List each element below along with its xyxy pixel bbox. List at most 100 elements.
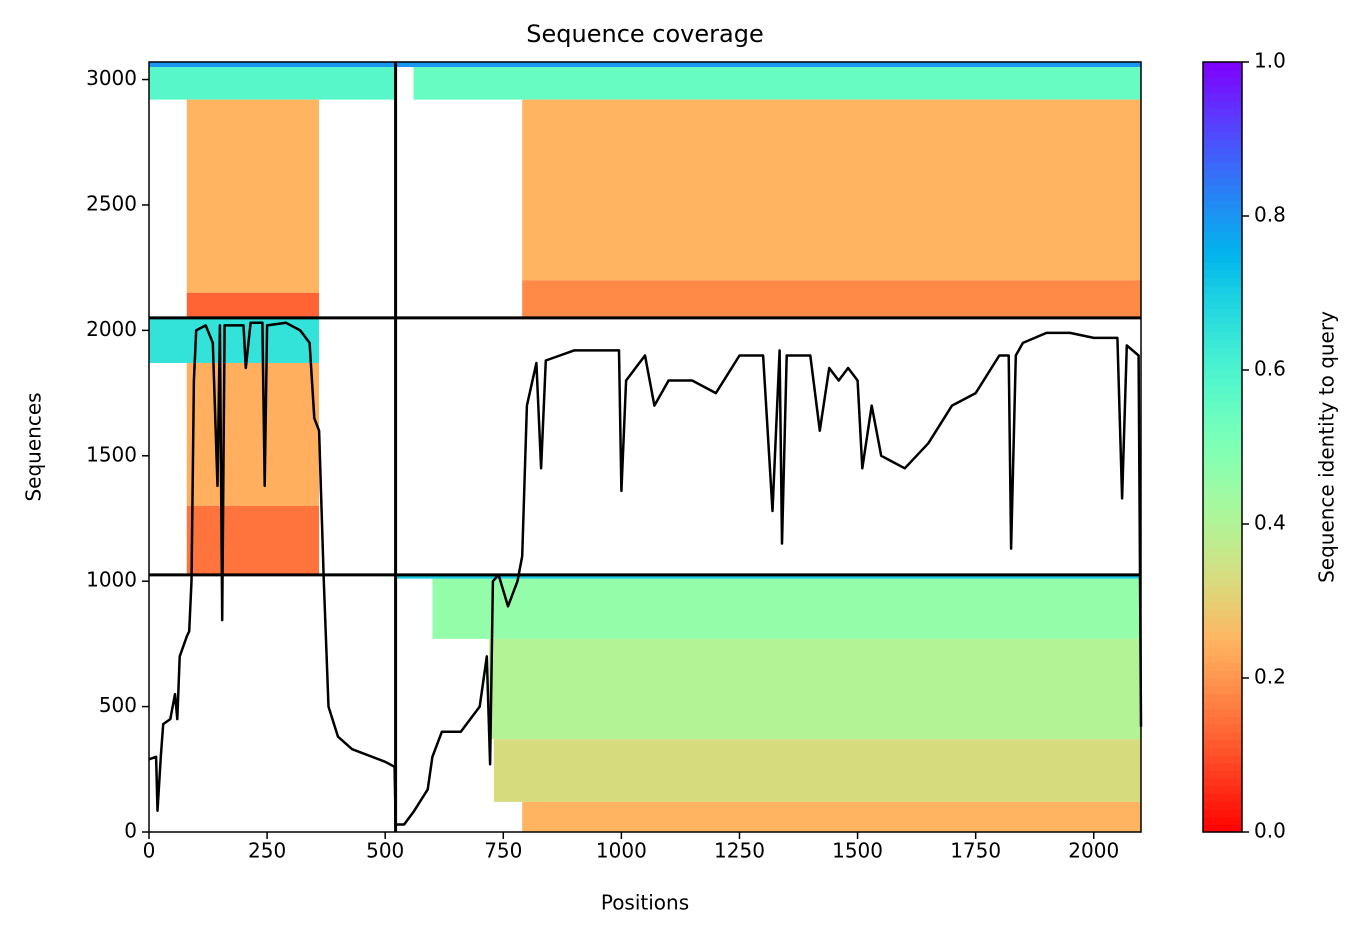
- colorbar-segment: [1203, 770, 1242, 779]
- coverage-block: [149, 67, 396, 100]
- x-tick-label: 1750: [950, 839, 1001, 863]
- y-tick-label: 2000: [86, 317, 137, 341]
- y-axis-label: Sequences: [22, 392, 46, 501]
- colorbar-segment: [1203, 123, 1242, 132]
- colorbar-segment: [1203, 816, 1242, 825]
- colorbar-tick-label: 0.4: [1254, 511, 1286, 535]
- colorbar-segment: [1203, 200, 1242, 209]
- colorbar-segment: [1203, 323, 1242, 333]
- colorbar-segment: [1203, 331, 1242, 340]
- colorbar-segment: [1203, 485, 1242, 494]
- colorbar-segment: [1203, 146, 1242, 155]
- colorbar-segment: [1203, 593, 1242, 602]
- x-tick-label: 1000: [596, 839, 647, 863]
- y-tick-label: 1000: [86, 568, 137, 592]
- x-tick-label: 500: [366, 839, 404, 863]
- colorbar-segment: [1203, 801, 1242, 810]
- colorbar-segment: [1203, 223, 1242, 232]
- colorbar-segment: [1203, 562, 1242, 571]
- colorbar-segment: [1203, 423, 1242, 433]
- colorbar-segment: [1203, 531, 1242, 540]
- colorbar-segment: [1203, 793, 1242, 802]
- colorbar-segment: [1203, 239, 1242, 248]
- colorbar-segment: [1203, 447, 1242, 456]
- colorbar-segment: [1203, 639, 1242, 648]
- colorbar-segment: [1203, 439, 1242, 448]
- colorbar-segment: [1203, 808, 1242, 818]
- colorbar-segment: [1203, 678, 1242, 687]
- colorbar-segment: [1203, 577, 1242, 587]
- colorbar-tick-label: 0.2: [1254, 665, 1286, 689]
- colorbar-segment: [1203, 385, 1242, 394]
- coverage-block: [522, 99, 1141, 281]
- coverage-block: [186, 292, 320, 318]
- coverage-block: [493, 739, 1141, 802]
- colorbar-segment: [1203, 115, 1242, 125]
- colorbar-segment: [1203, 524, 1242, 533]
- colorbar-segment: [1203, 85, 1242, 94]
- coverage-block: [522, 801, 1141, 832]
- colorbar-segment: [1203, 400, 1242, 410]
- colorbar-segment: [1203, 662, 1242, 671]
- colorbar-segment: [1203, 631, 1242, 641]
- colorbar-segment: [1203, 192, 1242, 202]
- coverage-block: [395, 574, 1141, 579]
- colorbar-segment: [1203, 162, 1242, 171]
- colorbar-segment: [1203, 508, 1242, 517]
- colorbar-segment: [1203, 778, 1242, 787]
- colorbar-segment: [1203, 516, 1242, 525]
- coverage-block: [186, 505, 320, 575]
- colorbar-segment: [1203, 362, 1242, 371]
- colorbar-segment: [1203, 216, 1242, 225]
- colorbar-segment: [1203, 100, 1242, 109]
- colorbar-segment: [1203, 462, 1242, 471]
- colorbar-segment: [1203, 254, 1242, 263]
- colorbar-segment: [1203, 77, 1242, 86]
- colorbar-segment: [1203, 269, 1242, 279]
- colorbar-segment: [1203, 570, 1242, 579]
- x-tick-label: 750: [484, 839, 522, 863]
- colorbar-frame: [1202, 61, 1243, 833]
- colorbar-segment: [1203, 547, 1242, 556]
- colorbar-segment: [1203, 554, 1242, 564]
- colorbar-segment: [1203, 716, 1242, 725]
- y-tick-label: 2500: [86, 191, 137, 215]
- colorbar-segment: [1203, 108, 1242, 117]
- colorbar-segment: [1203, 824, 1242, 833]
- colorbar-segment: [1203, 262, 1242, 271]
- colorbar-segment: [1203, 69, 1242, 78]
- y-tick-label: 0: [124, 819, 137, 843]
- colorbar-segment: [1203, 185, 1242, 194]
- colorbar-segment: [1203, 408, 1242, 417]
- coverage-line: [148, 321, 1143, 826]
- colorbar-segment: [1203, 92, 1242, 102]
- colorbar-tick-label: 1.0: [1254, 49, 1286, 73]
- colorbar-segment: [1203, 454, 1242, 463]
- colorbar-segment: [1203, 131, 1242, 140]
- coverage-block: [432, 578, 1141, 639]
- x-tick-label: 250: [248, 839, 286, 863]
- colorbar-tick-label: 0.6: [1254, 357, 1286, 381]
- colorbar-segment: [1203, 493, 1242, 502]
- colorbar-segment: [1203, 62, 1242, 71]
- x-tick-label: 1250: [714, 839, 765, 863]
- colorbar-segment: [1203, 762, 1242, 771]
- colorbar-segment: [1203, 169, 1242, 179]
- colorbar-segment: [1203, 346, 1242, 356]
- colorbar-segment: [1203, 601, 1242, 610]
- colorbar-segment: [1203, 539, 1242, 548]
- chart-title: Sequence coverage: [526, 20, 763, 48]
- colorbar-segment: [1203, 585, 1242, 594]
- colorbar-segment: [1203, 246, 1242, 256]
- colorbar-tick-label: 0.0: [1254, 819, 1286, 843]
- colorbar-tick-label: 0.8: [1254, 203, 1286, 227]
- x-axis-label: Positions: [601, 891, 689, 915]
- colorbar-segment: [1203, 731, 1242, 741]
- colorbar-segment: [1203, 231, 1242, 240]
- colorbar-segment: [1203, 739, 1242, 748]
- colorbar-segment: [1203, 647, 1242, 656]
- y-tick-label: 1500: [86, 442, 137, 466]
- colorbar-segment: [1203, 624, 1242, 633]
- colorbar-segment: [1203, 755, 1242, 764]
- colorbar-segment: [1203, 139, 1242, 148]
